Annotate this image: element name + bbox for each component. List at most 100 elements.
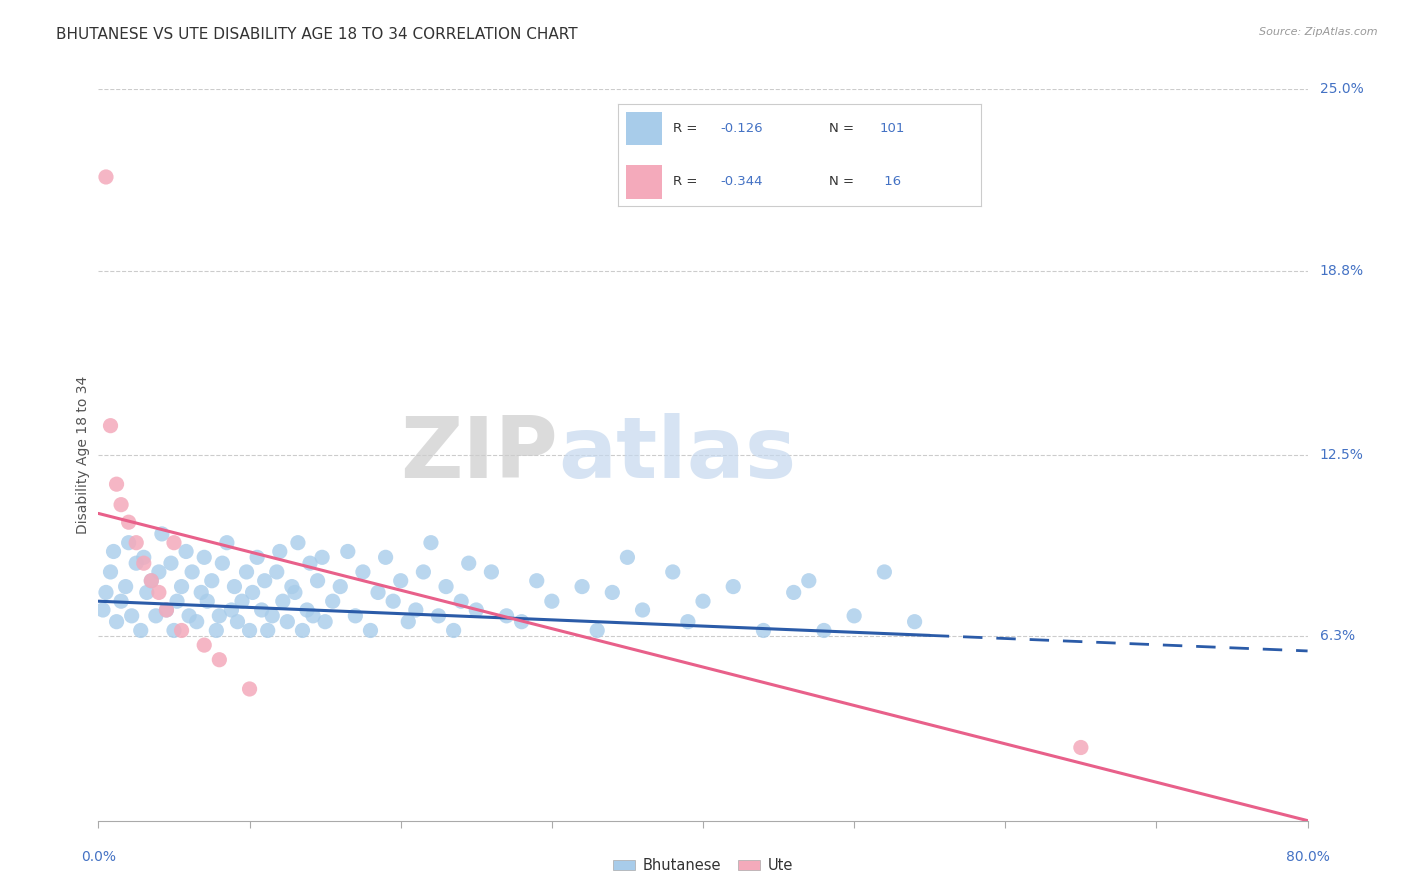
Point <box>616 550 638 565</box>
Point <box>141 574 163 588</box>
Point <box>302 608 325 623</box>
Point <box>195 594 218 608</box>
Point <box>193 638 215 652</box>
Point <box>405 603 427 617</box>
Point <box>540 594 562 608</box>
Text: 18.8%: 18.8% <box>1320 264 1364 277</box>
Point <box>160 556 183 570</box>
Point <box>271 594 294 608</box>
Point <box>94 585 117 599</box>
Point <box>322 594 344 608</box>
Text: 80.0%: 80.0% <box>1285 850 1330 863</box>
Point <box>201 574 224 588</box>
Point <box>389 574 412 588</box>
Point <box>661 565 683 579</box>
Point <box>412 565 434 579</box>
Point <box>132 550 155 565</box>
Point <box>118 535 141 549</box>
Point <box>602 585 624 599</box>
Point <box>110 594 132 608</box>
Point <box>135 585 157 599</box>
Point <box>443 624 465 638</box>
Point <box>141 574 163 588</box>
Text: atlas: atlas <box>558 413 796 497</box>
Point <box>367 585 389 599</box>
Point <box>186 615 208 629</box>
Point <box>797 574 820 588</box>
Point <box>427 608 450 623</box>
Point <box>179 608 201 623</box>
Point <box>253 574 276 588</box>
Point <box>571 580 593 594</box>
Point <box>287 535 309 549</box>
Point <box>457 556 479 570</box>
Point <box>246 550 269 565</box>
Point <box>181 565 204 579</box>
Point <box>299 556 322 570</box>
Point <box>103 544 125 558</box>
Point <box>163 624 186 638</box>
Point <box>190 585 212 599</box>
Text: 25.0%: 25.0% <box>1320 82 1364 96</box>
Point <box>307 574 329 588</box>
Point <box>100 418 122 433</box>
Point <box>692 594 714 608</box>
Point <box>105 477 128 491</box>
Point <box>125 535 148 549</box>
Point <box>752 624 775 638</box>
Point <box>314 615 336 629</box>
Y-axis label: Disability Age 18 to 34: Disability Age 18 to 34 <box>76 376 90 534</box>
Point <box>208 653 231 667</box>
Text: ZIP: ZIP <box>401 413 558 497</box>
Point <box>105 615 128 629</box>
Point <box>145 608 167 623</box>
Point <box>336 544 359 558</box>
Point <box>239 624 262 638</box>
Point <box>396 615 419 629</box>
Point <box>193 550 215 565</box>
Point <box>129 624 152 638</box>
Point <box>311 550 333 565</box>
Point <box>224 580 246 594</box>
Point <box>495 608 517 623</box>
Point <box>132 556 155 570</box>
Point <box>1070 740 1092 755</box>
Point <box>163 535 186 549</box>
Point <box>360 624 382 638</box>
Point <box>374 550 396 565</box>
Point <box>118 515 141 529</box>
Point <box>256 624 278 638</box>
Point <box>148 585 170 599</box>
Point <box>125 556 148 570</box>
Point <box>94 169 117 184</box>
Point <box>166 594 188 608</box>
Point <box>235 565 257 579</box>
Point <box>510 615 533 629</box>
Point <box>239 681 262 696</box>
Point <box>813 624 835 638</box>
Point <box>110 498 132 512</box>
Point <box>291 624 314 638</box>
Point <box>450 594 472 608</box>
Point <box>262 608 284 623</box>
Point <box>295 603 318 617</box>
Point <box>155 603 177 617</box>
Point <box>242 585 264 599</box>
Point <box>526 574 548 588</box>
Point <box>121 608 143 623</box>
Point <box>481 565 503 579</box>
Point <box>221 603 243 617</box>
Text: 6.3%: 6.3% <box>1320 630 1355 643</box>
Text: Source: ZipAtlas.com: Source: ZipAtlas.com <box>1260 27 1378 37</box>
Point <box>420 535 443 549</box>
Point <box>269 544 291 558</box>
Point <box>91 603 114 617</box>
Text: 0.0%: 0.0% <box>82 850 115 863</box>
Point <box>284 585 307 599</box>
Point <box>174 544 197 558</box>
Point <box>226 615 249 629</box>
Text: 12.5%: 12.5% <box>1320 448 1364 462</box>
Point <box>205 624 228 638</box>
Point <box>844 608 866 623</box>
Point <box>100 565 122 579</box>
